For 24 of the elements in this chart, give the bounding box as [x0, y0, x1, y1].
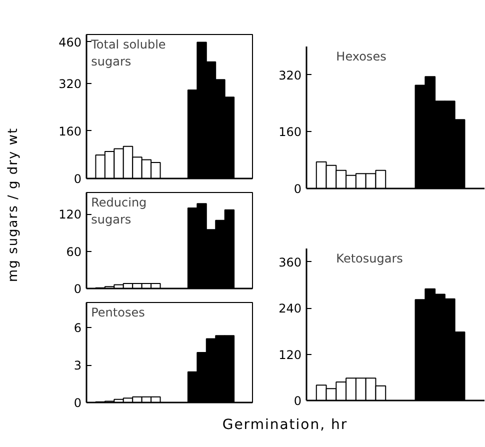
y-tick-label: 60: [66, 244, 82, 259]
y-tick-label: 160: [58, 124, 82, 138]
y-tick-label: 120: [278, 348, 302, 362]
y-tick-label: 460: [58, 35, 82, 50]
chart-title: Ketosugars: [336, 252, 403, 266]
y-tick-label: 160: [278, 125, 302, 140]
y-tick-label: 0: [294, 394, 302, 408]
y-tick-label: 120: [58, 208, 82, 222]
x-axis-title: Germination, hr: [222, 416, 348, 435]
y-tick-label: 6: [74, 321, 82, 335]
y-tick-label: 0: [74, 172, 82, 186]
y-tick-label: 3: [74, 358, 82, 372]
y-tick-label: 240: [278, 302, 302, 316]
y-tick-label: 360: [278, 255, 302, 270]
chart-title: Hexoses: [336, 50, 386, 64]
y-tick-label: 0: [294, 182, 302, 196]
chart-title: Pentoses: [91, 306, 145, 320]
y-tick-label: 0: [74, 282, 82, 296]
y-tick-label: 0: [74, 396, 82, 410]
text: Total soluble sugars: [90, 38, 166, 68]
text: Reducing sugars: [91, 196, 147, 226]
y-axis-title: mg sugars / g dry wt: [5, 128, 22, 282]
y-tick-label: 320: [278, 68, 302, 82]
y-tick-label: 320: [58, 76, 82, 91]
